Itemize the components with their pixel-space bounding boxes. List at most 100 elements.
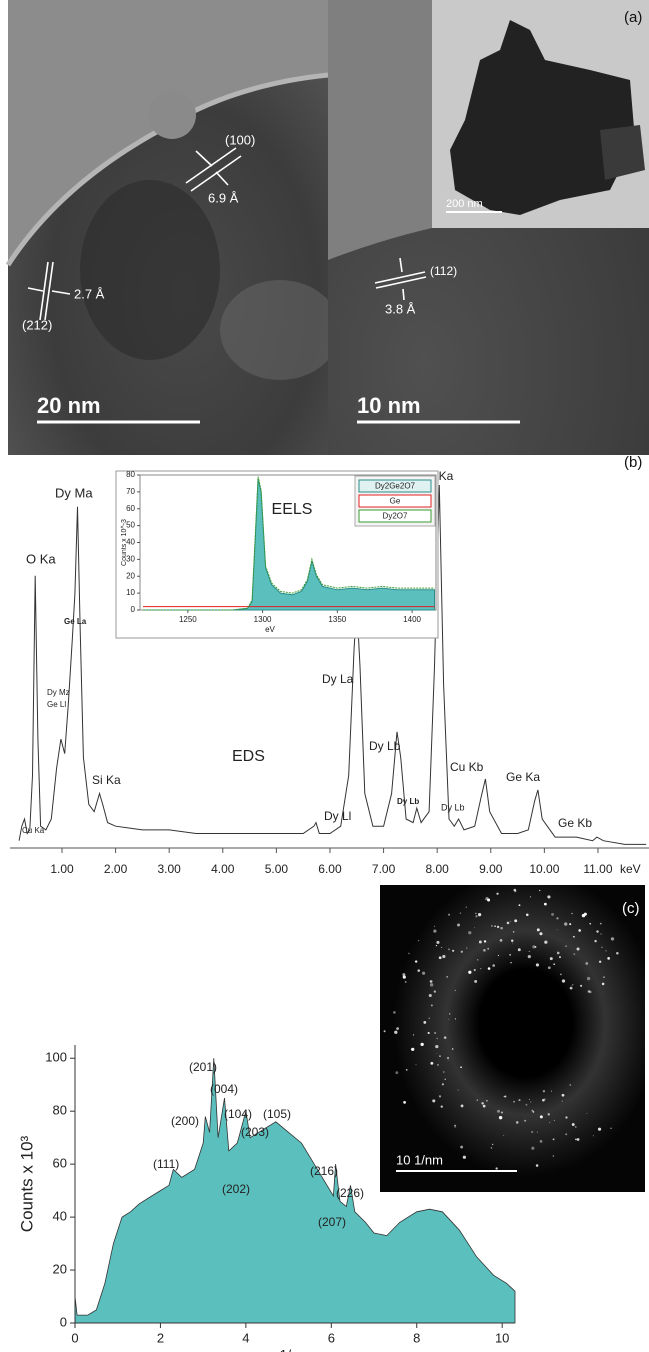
spot — [499, 1116, 502, 1119]
spot — [544, 1099, 545, 1100]
spot — [436, 941, 439, 944]
y-tick-label: 40 — [53, 1209, 67, 1224]
x-tick-label: 1350 — [328, 615, 346, 624]
spot — [496, 893, 498, 895]
peak-label: Dy La — [322, 672, 354, 686]
panel-label: (a) — [624, 9, 642, 26]
surface-bump — [148, 91, 196, 139]
spot — [529, 951, 530, 952]
spot — [530, 1102, 531, 1103]
legend-label: Dy2O7 — [383, 512, 408, 521]
spot — [430, 983, 433, 986]
chart-label: EDS — [232, 748, 265, 765]
spot — [551, 913, 554, 916]
spot — [562, 979, 565, 982]
spot — [531, 1147, 534, 1150]
spot — [445, 1079, 446, 1080]
spot — [434, 990, 436, 992]
peak-label: Dy Lb — [369, 739, 401, 753]
spot — [554, 1120, 555, 1121]
y-tick-label: 0 — [60, 1314, 67, 1329]
spot — [393, 1011, 396, 1014]
spot — [411, 1048, 414, 1051]
spot — [487, 948, 489, 950]
spot — [396, 1027, 399, 1030]
dark-contrast — [80, 180, 220, 360]
spot — [596, 930, 598, 932]
x-tick-label: 2 — [157, 1330, 164, 1345]
spot — [565, 946, 566, 947]
spot — [448, 948, 450, 950]
spot — [466, 907, 467, 908]
spot — [417, 969, 420, 972]
spot — [513, 889, 516, 892]
spot — [439, 1055, 441, 1057]
spot — [589, 923, 591, 925]
x-tick-label: 0 — [71, 1330, 78, 1345]
spot — [516, 1121, 519, 1124]
x-tick-label: 3.00 — [158, 862, 182, 876]
x-tick-label: 1250 — [179, 615, 197, 624]
spot — [446, 976, 448, 978]
spot — [569, 1084, 571, 1086]
spot — [436, 945, 437, 946]
peak-label: (226) — [336, 1186, 364, 1200]
spot — [532, 945, 535, 948]
peak-label: Ge Ll — [47, 700, 66, 709]
peak-label: (105) — [263, 1107, 291, 1121]
spot — [437, 1064, 439, 1066]
spot — [585, 962, 588, 965]
spot — [468, 971, 471, 974]
x-tick-label: 10.00 — [529, 862, 559, 876]
spot — [565, 1133, 567, 1135]
spot — [519, 904, 521, 906]
x-axis-label: eV — [265, 625, 275, 634]
spot — [461, 1105, 464, 1108]
spot — [405, 981, 407, 983]
spot — [442, 1083, 444, 1085]
y-tick-label: 60 — [53, 1156, 67, 1171]
spot — [542, 1099, 545, 1102]
scale-bar-label: 20 nm — [37, 393, 101, 418]
peak-label: (216) — [310, 1164, 338, 1178]
spot — [594, 940, 596, 942]
spot — [449, 1013, 450, 1014]
peak-label: O Ka — [26, 551, 56, 566]
spot — [537, 928, 540, 931]
spot — [537, 1132, 538, 1133]
x-tick-label: 6.00 — [318, 862, 342, 876]
spot — [539, 932, 542, 935]
spot — [603, 976, 605, 978]
spot — [501, 1112, 503, 1114]
spot — [510, 921, 511, 922]
spot — [557, 952, 560, 955]
spot — [514, 919, 517, 922]
y-tick-label: 80 — [126, 470, 135, 479]
spot — [460, 1066, 462, 1068]
spot — [494, 925, 496, 927]
spot — [500, 939, 503, 942]
spot — [492, 1144, 493, 1145]
y-axis-label: Counts x 10³ — [17, 1135, 36, 1232]
spot — [605, 950, 606, 951]
spot — [463, 1156, 466, 1159]
spot — [600, 933, 601, 934]
spot — [513, 931, 514, 932]
peak-label: (201) — [189, 1060, 217, 1074]
y-tick-label: 100 — [45, 1050, 67, 1065]
peak-label: (202) — [222, 1182, 250, 1196]
spot — [443, 1071, 445, 1073]
spot — [565, 1116, 567, 1118]
peak-label: Si Ka — [92, 773, 121, 787]
spot — [533, 1111, 535, 1113]
peak-label: (111) — [153, 1157, 179, 1171]
spot — [518, 948, 521, 951]
y-tick-label: 20 — [126, 571, 135, 580]
x-tick-label: 7.00 — [372, 862, 396, 876]
spot — [485, 897, 488, 900]
spot — [513, 1101, 515, 1103]
spot — [526, 914, 529, 917]
x-axis-label: keV — [620, 862, 641, 876]
spot — [616, 952, 619, 955]
spot — [544, 940, 547, 943]
